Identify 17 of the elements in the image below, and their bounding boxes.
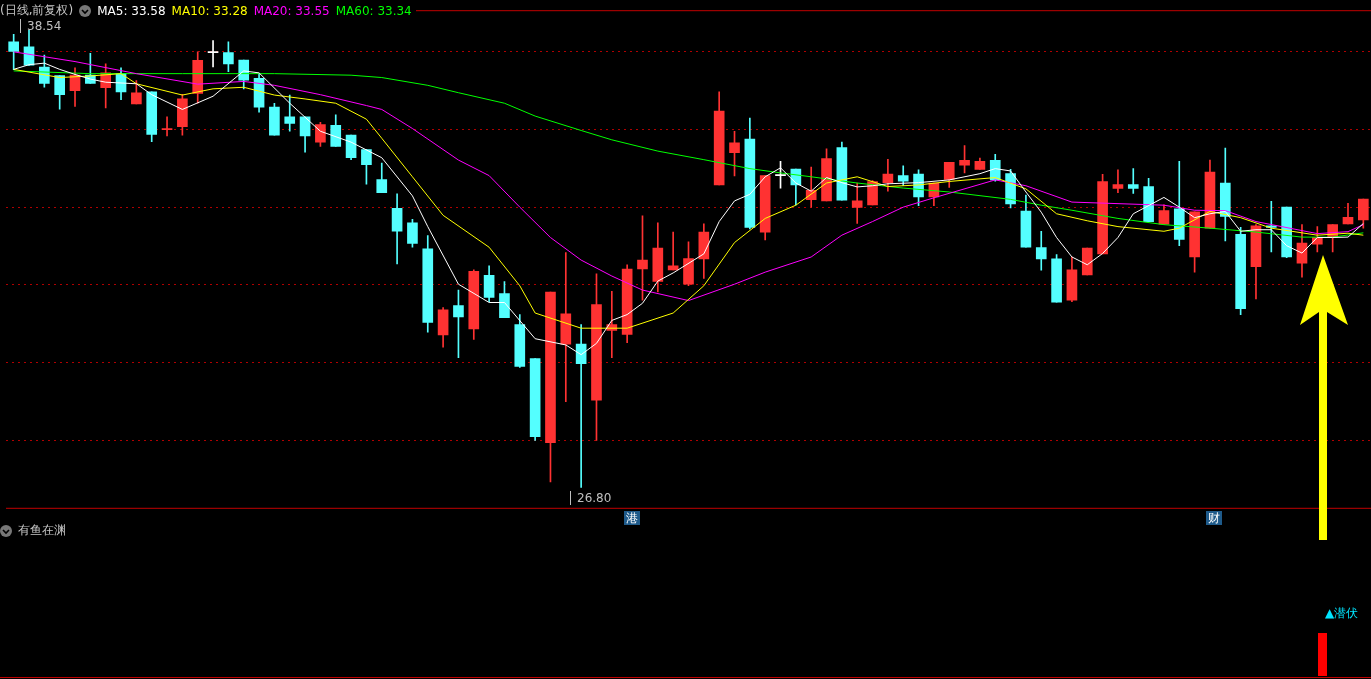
text: 财 <box>1206 511 1222 525</box>
annotation: 26.80 <box>570 491 612 505</box>
text: 港 <box>624 511 640 525</box>
text: MA20: 33.55 <box>253 3 330 18</box>
text: MA60: 33.34 <box>335 3 412 18</box>
candlestick <box>851 182 863 224</box>
annotation: 38.54 <box>20 19 62 33</box>
candlestick <box>207 40 219 68</box>
text: 有鱼在渊 <box>18 522 66 539</box>
text: MA10: 33.28 <box>171 3 248 18</box>
text: MA5: 33.58 <box>97 3 166 18</box>
chart-title: (日线,前复权) <box>0 2 74 19</box>
candlestick <box>1127 168 1139 194</box>
candlestick <box>560 252 572 403</box>
text: ▲潜伏 <box>1325 606 1359 620</box>
candlestick <box>1112 169 1124 194</box>
candlestick <box>161 116 173 137</box>
